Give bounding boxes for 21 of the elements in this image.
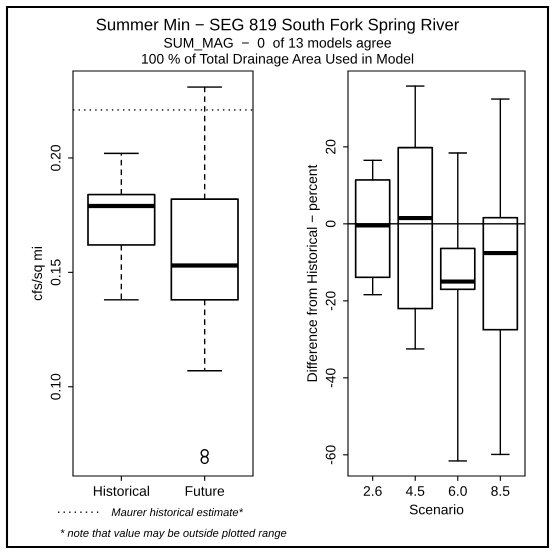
x-tick-label: 6.0 xyxy=(448,486,467,496)
y-tick-label: 0.10 xyxy=(50,374,61,400)
chart-title: Summer Min − SEG 819 South Fork Spring River xyxy=(96,18,460,34)
x-tick-label: 4.5 xyxy=(406,486,424,496)
y-axis-title: Difference from Historical − percent xyxy=(306,164,320,382)
legend-label: Maurer historical estimate* xyxy=(112,508,244,516)
text: * note that value may be outside plotted range xyxy=(60,528,286,540)
y-tick-label: -40 xyxy=(326,368,336,388)
y-tick-label: -60 xyxy=(326,445,336,464)
x-tick-label: Future xyxy=(186,486,224,496)
x-tick-label: Historical xyxy=(94,486,149,496)
x-axis-title: Scenario xyxy=(410,504,464,514)
y-tick-label: 0.15 xyxy=(50,259,61,286)
y-tick-label: 0 xyxy=(326,220,336,228)
x-tick-label: 8.5 xyxy=(491,486,510,496)
y-tick-label: 0.20 xyxy=(50,144,61,171)
y-axis-title: cfs/sq mi xyxy=(32,247,45,300)
y-tick-label: -20 xyxy=(326,291,336,310)
x-tick-label: 2.6 xyxy=(364,486,382,496)
chart-subtitle: SUM_MAG − 0 of 13 models agree 100 % of Total Drainage Area Used in Model xyxy=(142,38,414,66)
y-tick-label: 20 xyxy=(326,140,336,154)
